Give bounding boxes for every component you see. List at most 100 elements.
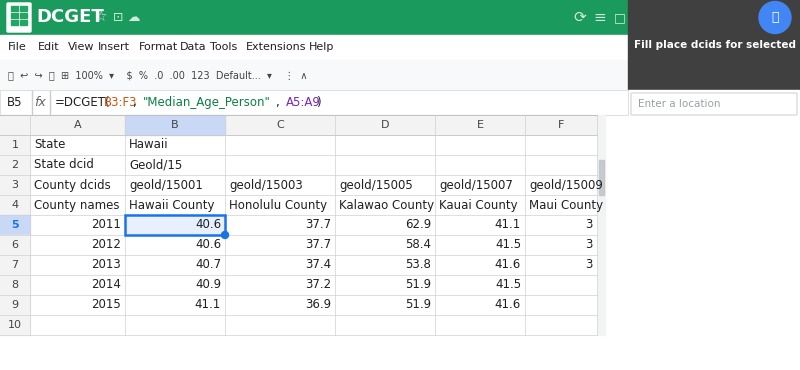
Text: fx: fx xyxy=(34,96,46,109)
Text: 3: 3 xyxy=(586,239,593,252)
Text: 2014: 2014 xyxy=(91,279,121,292)
Text: Honolulu County: Honolulu County xyxy=(229,198,327,212)
Bar xyxy=(125,215,225,235)
Text: 8: 8 xyxy=(11,280,18,290)
Text: 3: 3 xyxy=(586,219,593,232)
Text: 51.9: 51.9 xyxy=(405,279,431,292)
Bar xyxy=(20,13,27,18)
Text: Hawaii: Hawaii xyxy=(129,138,169,151)
Text: C: C xyxy=(276,120,284,130)
Text: B5: B5 xyxy=(7,96,22,109)
Text: 41.5: 41.5 xyxy=(495,239,521,252)
Text: Format: Format xyxy=(139,43,178,53)
FancyBboxPatch shape xyxy=(631,93,797,115)
Text: 1: 1 xyxy=(11,140,18,150)
Bar xyxy=(628,90,800,370)
Text: 2013: 2013 xyxy=(91,259,121,272)
Text: 37.2: 37.2 xyxy=(305,279,331,292)
Text: 40.7: 40.7 xyxy=(195,259,221,272)
Text: Maui County: Maui County xyxy=(529,198,603,212)
Text: State: State xyxy=(34,138,66,151)
Text: Help: Help xyxy=(309,43,334,53)
Text: 37.7: 37.7 xyxy=(305,239,331,252)
Text: =DCGET(: =DCGET( xyxy=(55,96,110,109)
Text: Edit: Edit xyxy=(38,43,60,53)
Text: 51.9: 51.9 xyxy=(405,299,431,312)
Bar xyxy=(0,235,597,255)
Text: □: □ xyxy=(614,11,626,24)
Bar xyxy=(20,6,27,11)
Bar xyxy=(0,215,30,235)
Text: 62.9: 62.9 xyxy=(405,219,431,232)
Text: B: B xyxy=(171,120,179,130)
Text: County names: County names xyxy=(34,198,119,212)
Text: Kalawao County: Kalawao County xyxy=(339,198,434,212)
Text: 9: 9 xyxy=(11,300,18,310)
Text: E: E xyxy=(477,120,483,130)
Circle shape xyxy=(759,1,791,34)
Bar xyxy=(0,195,30,215)
Text: 37.7: 37.7 xyxy=(305,219,331,232)
Text: "Median_Age_Person": "Median_Age_Person" xyxy=(143,96,271,109)
Bar xyxy=(0,0,628,35)
Text: 3: 3 xyxy=(586,259,593,272)
Text: Tools: Tools xyxy=(210,43,238,53)
Bar xyxy=(0,135,30,155)
Bar xyxy=(0,155,597,175)
Text: Extensions: Extensions xyxy=(246,43,306,53)
Bar xyxy=(0,115,597,335)
Text: ⟳: ⟳ xyxy=(574,10,586,25)
Text: 🔍  ↩  ↪  🖨  ⊞  100%  ▾    $  %  .0  .00  123  Default...  ▾    ⋮  ∧: 🔍 ↩ ↪ 🖨 ⊞ 100% ▾ $ % .0 .00 123 Default.… xyxy=(8,70,307,80)
Text: 2012: 2012 xyxy=(91,239,121,252)
Bar xyxy=(0,35,628,60)
Bar xyxy=(0,215,597,235)
Text: 53.8: 53.8 xyxy=(405,259,431,272)
Text: A5:A9: A5:A9 xyxy=(286,96,321,109)
Text: ,: , xyxy=(276,96,283,109)
Text: B3:F3: B3:F3 xyxy=(104,96,138,109)
Text: geold/15005: geold/15005 xyxy=(339,178,413,192)
Text: D: D xyxy=(381,120,390,130)
Text: Data: Data xyxy=(180,43,206,53)
Bar xyxy=(0,275,30,295)
Text: 41.5: 41.5 xyxy=(495,279,521,292)
Text: State dcid: State dcid xyxy=(34,158,94,172)
Text: F: F xyxy=(558,120,564,130)
Text: Hawaii County: Hawaii County xyxy=(129,198,214,212)
Text: 2011: 2011 xyxy=(91,219,121,232)
Text: 🔒: 🔒 xyxy=(771,11,778,24)
Text: 6: 6 xyxy=(11,240,18,250)
Text: Kauai County: Kauai County xyxy=(439,198,518,212)
Bar xyxy=(598,115,605,335)
Text: ☁: ☁ xyxy=(128,11,140,24)
Text: 40.6: 40.6 xyxy=(195,239,221,252)
Bar xyxy=(0,255,30,275)
Text: 40.9: 40.9 xyxy=(195,279,221,292)
Bar xyxy=(0,295,30,315)
Bar xyxy=(628,0,800,90)
Bar xyxy=(0,60,628,90)
Bar xyxy=(0,115,597,135)
Text: ☆: ☆ xyxy=(94,10,106,24)
Bar xyxy=(632,94,796,114)
Text: 2015: 2015 xyxy=(91,299,121,312)
Bar xyxy=(0,90,628,115)
Text: Fill place dcids for selected: Fill place dcids for selected xyxy=(634,40,796,50)
Text: 41.1: 41.1 xyxy=(494,219,521,232)
Bar xyxy=(0,175,597,195)
Bar xyxy=(0,255,597,275)
Text: 5: 5 xyxy=(11,220,19,230)
Bar xyxy=(0,315,30,335)
Text: 58.4: 58.4 xyxy=(405,239,431,252)
Bar xyxy=(0,275,597,295)
Text: A: A xyxy=(74,120,82,130)
Text: 7: 7 xyxy=(11,260,18,270)
Bar xyxy=(125,115,225,135)
Text: 36.9: 36.9 xyxy=(305,299,331,312)
Bar xyxy=(0,235,30,255)
Text: ⊡: ⊡ xyxy=(113,11,123,24)
FancyBboxPatch shape xyxy=(7,3,31,32)
Bar xyxy=(599,160,604,195)
Bar xyxy=(0,90,628,115)
Text: geold/15001: geold/15001 xyxy=(129,178,203,192)
